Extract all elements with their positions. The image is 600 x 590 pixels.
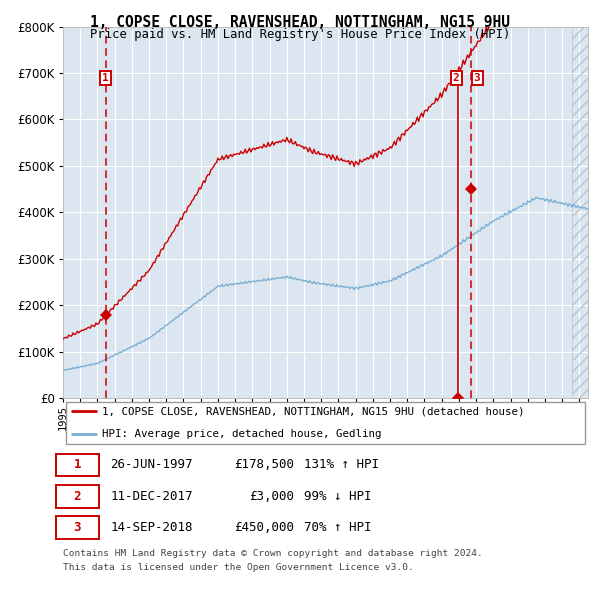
- FancyBboxPatch shape: [56, 454, 98, 476]
- Text: 1: 1: [103, 73, 109, 83]
- Text: £450,000: £450,000: [234, 521, 294, 534]
- Text: HPI: Average price, detached house, Gedling: HPI: Average price, detached house, Gedl…: [103, 429, 382, 439]
- Text: £3,000: £3,000: [249, 490, 294, 503]
- Text: 131% ↑ HPI: 131% ↑ HPI: [305, 458, 380, 471]
- Text: 11-DEC-2017: 11-DEC-2017: [110, 490, 193, 503]
- Text: 1: 1: [73, 458, 81, 471]
- FancyBboxPatch shape: [56, 516, 98, 539]
- Text: 99% ↓ HPI: 99% ↓ HPI: [305, 490, 372, 503]
- Text: 2: 2: [453, 73, 460, 83]
- Text: 26-JUN-1997: 26-JUN-1997: [110, 458, 193, 471]
- Text: 3: 3: [474, 73, 481, 83]
- Text: 70% ↑ HPI: 70% ↑ HPI: [305, 521, 372, 534]
- Text: 1, COPSE CLOSE, RAVENSHEAD, NOTTINGHAM, NG15 9HU (detached house): 1, COPSE CLOSE, RAVENSHEAD, NOTTINGHAM, …: [103, 407, 525, 417]
- FancyBboxPatch shape: [56, 485, 98, 507]
- Text: £178,500: £178,500: [234, 458, 294, 471]
- Text: 3: 3: [73, 521, 81, 534]
- Text: 1, COPSE CLOSE, RAVENSHEAD, NOTTINGHAM, NG15 9HU: 1, COPSE CLOSE, RAVENSHEAD, NOTTINGHAM, …: [90, 15, 510, 30]
- Text: 14-SEP-2018: 14-SEP-2018: [110, 521, 193, 534]
- Text: This data is licensed under the Open Government Licence v3.0.: This data is licensed under the Open Gov…: [63, 563, 414, 572]
- FancyBboxPatch shape: [65, 402, 586, 444]
- Text: 2: 2: [73, 490, 81, 503]
- Text: Contains HM Land Registry data © Crown copyright and database right 2024.: Contains HM Land Registry data © Crown c…: [63, 549, 483, 558]
- Text: Price paid vs. HM Land Registry's House Price Index (HPI): Price paid vs. HM Land Registry's House …: [90, 28, 510, 41]
